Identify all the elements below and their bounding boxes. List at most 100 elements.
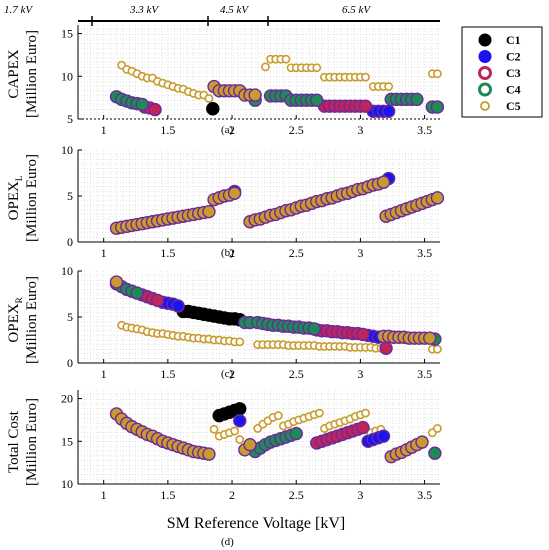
y-tick-label: 15 — [61, 434, 73, 448]
x-tick-label: 1 — [101, 488, 107, 502]
data-point-c4 — [307, 322, 321, 336]
legend-marker — [478, 33, 492, 47]
y-tick-label: 10 — [61, 264, 73, 278]
x-tick-label: 1 — [101, 123, 107, 137]
data-point-c4 — [310, 93, 324, 107]
x-tick-label: 1.5 — [160, 367, 175, 381]
y-axis-label-opex-r-unit: [Million Euro] — [24, 276, 40, 364]
data-point-c5 — [281, 54, 291, 64]
chart-panel-4: 10 15 20 1 1.5 2 2.5 3 3.5 — [61, 390, 442, 502]
data-point-c5 — [204, 94, 214, 103]
legend: C1 C2 C3 C4 C5 — [461, 26, 543, 118]
panel-label: (a) — [221, 124, 234, 136]
x-tick-label: 3.5 — [417, 246, 432, 260]
legend-item-c5: C5 — [480, 99, 521, 113]
legend-label: C3 — [506, 66, 521, 80]
x-tick-label: 3.5 — [417, 488, 432, 502]
data-point-c5 — [202, 204, 216, 219]
y-axis-label-capex: CAPEX — [6, 49, 22, 98]
data-point-c5 — [235, 435, 245, 444]
y-axis-label-total: Total Cost — [6, 410, 22, 473]
chart-panel-2: 0 5 10 1 1.5 2 2.5 3 3.5 — [61, 143, 445, 260]
voltage-class-label: 3.3 kV — [129, 4, 159, 16]
data-point-c3 — [356, 420, 370, 435]
legend-marker — [478, 82, 492, 97]
data-point-c5 — [376, 175, 391, 189]
data-point-c5 — [209, 424, 219, 434]
legend-item-c3: C3 — [478, 66, 521, 80]
y-tick-label: 10 — [61, 69, 73, 83]
x-tick-label: 2 — [229, 123, 235, 137]
data-point-c5 — [273, 411, 283, 421]
data-point-c3 — [356, 327, 370, 342]
y-axis-label-opex-r: OPEXR — [6, 297, 24, 342]
data-point-c5 — [202, 447, 216, 461]
data-point-c3 — [148, 102, 162, 117]
legend-marker — [478, 50, 492, 63]
x-tick-label: 1 — [101, 246, 107, 260]
markers — [109, 275, 442, 355]
x-tick-label: 1.5 — [160, 246, 175, 260]
y-axis-label-capex-unit: [Million Euro] — [24, 30, 40, 118]
data-point-c5 — [243, 437, 257, 452]
data-point-c5 — [433, 69, 442, 79]
data-point-c4 — [135, 97, 149, 112]
markers — [109, 402, 442, 464]
data-point-c2 — [381, 104, 396, 119]
y-tick-label: 5 — [67, 310, 73, 324]
data-point-c5 — [423, 331, 437, 345]
x-tick-label: 3.5 — [417, 123, 432, 137]
data-point-c5 — [312, 63, 322, 73]
x-tick-label: 2.5 — [289, 488, 304, 502]
markers — [109, 171, 445, 235]
data-point-c5 — [433, 344, 442, 354]
data-point-c4 — [130, 286, 144, 300]
legend-item-c4: C4 — [478, 82, 521, 97]
y-axis-label-opex-l-unit: [Million Euro] — [24, 154, 40, 242]
data-point-c5 — [361, 72, 370, 82]
data-point-c5 — [230, 426, 240, 436]
data-point-c5 — [314, 408, 324, 418]
data-point-c3 — [379, 341, 393, 355]
data-point-c4 — [410, 92, 424, 107]
legend-item-c1: C1 — [478, 33, 521, 47]
y-tick-label: 10 — [61, 477, 73, 491]
legend-item-c2: C2 — [478, 50, 521, 64]
chart-panel-1: 5 10 15 1 1.5 2 2.5 3 3.5 — [61, 25, 445, 137]
x-tick-label: 2 — [229, 367, 235, 381]
data-point-c5 — [415, 435, 429, 449]
panel-label: (c) — [221, 368, 234, 380]
data-point-c5 — [430, 191, 445, 205]
data-point-c5 — [361, 408, 370, 418]
data-point-c2 — [376, 429, 391, 443]
data-point-c5 — [227, 186, 242, 200]
y-tick-label: 0 — [67, 235, 73, 249]
voltage-class-label: 6.5 kV — [342, 4, 371, 16]
data-point-c1 — [233, 402, 247, 416]
legend-marker — [480, 101, 490, 111]
legend-label: C2 — [506, 50, 521, 64]
x-tick-label: 3 — [357, 123, 363, 137]
voltage-class-label: 4.5 kV — [220, 4, 249, 16]
data-point-c3 — [150, 293, 165, 308]
legend-label: C4 — [506, 83, 521, 97]
data-point-c5 — [433, 424, 442, 433]
data-point-c5 — [248, 88, 262, 102]
markers — [109, 54, 445, 119]
legend-label: C5 — [506, 99, 521, 113]
x-tick-label: 1.5 — [160, 488, 175, 502]
x-tick-label: 3 — [357, 367, 363, 381]
chart-panel-3: 0 5 10 1 1.5 2 2.5 3 3.5 — [61, 264, 442, 381]
data-point-c4 — [428, 446, 442, 460]
y-axis-label-opex-l: OPEXL — [6, 176, 24, 221]
data-point-c5 — [235, 337, 245, 347]
legend-label: C1 — [506, 33, 521, 47]
panel-label: (d) — [221, 536, 234, 548]
legend-marker — [478, 66, 492, 80]
x-tick-label: 1 — [101, 367, 107, 381]
data-point-c1 — [206, 102, 220, 116]
x-tick-label: 2.5 — [289, 123, 304, 137]
y-axis-label-total-unit: [Million Euro] — [24, 398, 40, 486]
y-tick-label: 5 — [67, 112, 73, 126]
